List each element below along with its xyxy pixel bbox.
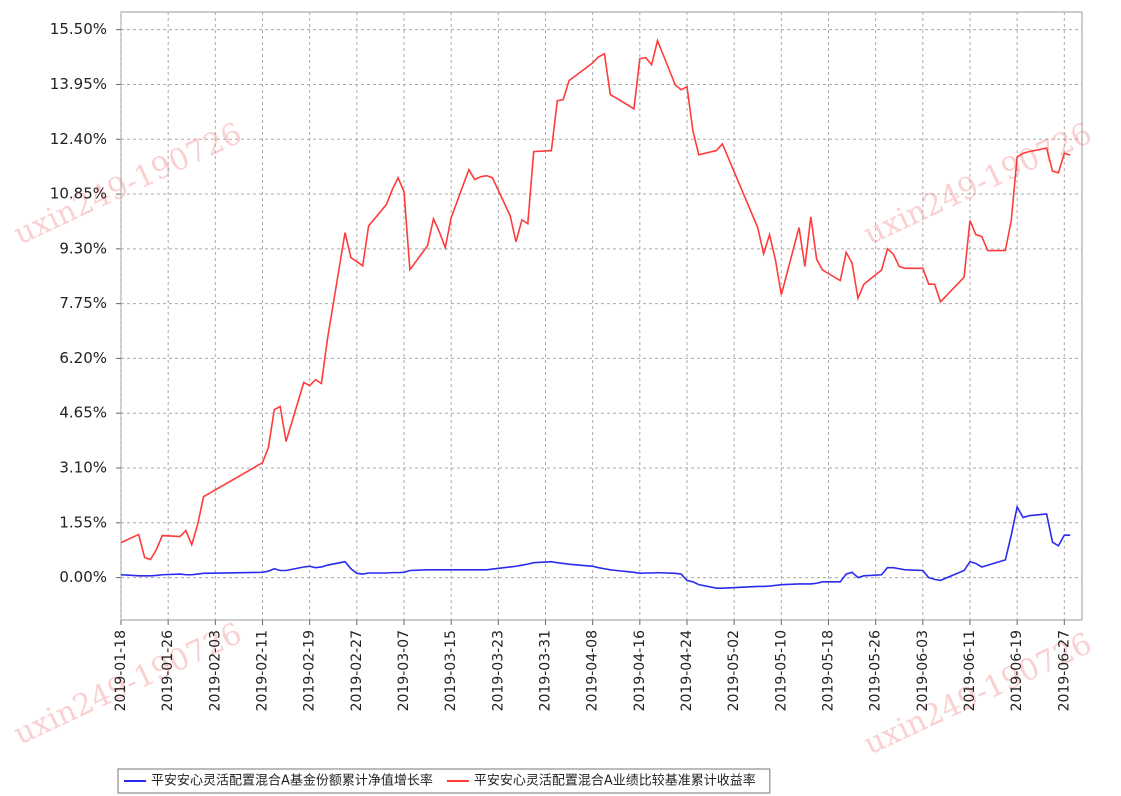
y-tick-label: 4.65% bbox=[59, 404, 107, 422]
legend-box bbox=[117, 768, 771, 794]
y-tick-label: 15.50% bbox=[50, 20, 107, 38]
x-tick-label: 2019-05-10 bbox=[773, 630, 789, 711]
x-tick-label: 2019-04-24 bbox=[679, 630, 695, 711]
x-tick-label: 2019-02-03 bbox=[207, 630, 223, 711]
x-tick-label: 2019-02-27 bbox=[349, 630, 365, 711]
x-tick-label: 2019-02-19 bbox=[302, 630, 318, 711]
x-tick-label: 2019-03-31 bbox=[537, 630, 553, 711]
x-tick-label: 2019-03-15 bbox=[443, 630, 459, 711]
series-line bbox=[120, 504, 1071, 589]
x-tick-label: 2019-01-26 bbox=[160, 630, 176, 711]
legend-label: 平安安心灵活配置混合A业绩比较基准累计收益率 bbox=[474, 773, 756, 789]
watermark: uxin249-190726 bbox=[9, 116, 248, 252]
x-tick-label: 2019-04-08 bbox=[585, 630, 601, 711]
series-line bbox=[120, 38, 1071, 561]
x-tick-label: 2019-06-03 bbox=[915, 630, 931, 711]
x-tick-label: 2019-03-07 bbox=[396, 630, 412, 711]
watermark: uxin249-190726 bbox=[859, 116, 1098, 252]
x-tick-label: 2019-03-23 bbox=[490, 630, 506, 711]
x-tick-label: 2019-01-18 bbox=[113, 630, 129, 711]
y-tick-label: 10.85% bbox=[50, 185, 107, 203]
x-tick-label: 2019-06-27 bbox=[1056, 630, 1072, 711]
y-tick-label: 9.30% bbox=[59, 239, 107, 257]
x-tick-label: 2019-06-11 bbox=[962, 630, 978, 711]
x-tick-label: 2019-05-18 bbox=[820, 630, 836, 711]
x-tick-label: 2019-05-02 bbox=[726, 630, 742, 711]
legend-label: 平安安心灵活配置混合A基金份额累计净值增长率 bbox=[151, 773, 433, 789]
y-tick-label: 13.95% bbox=[50, 75, 107, 93]
y-tick-label: 1.55% bbox=[59, 513, 107, 531]
y-tick-label: 12.40% bbox=[50, 130, 107, 148]
x-tick-label: 2019-06-19 bbox=[1009, 630, 1025, 711]
y-tick-label: 3.10% bbox=[59, 459, 107, 477]
y-tick-label: 7.75% bbox=[59, 294, 107, 312]
y-tick-label: 6.20% bbox=[59, 349, 107, 367]
x-tick-label: 2019-05-26 bbox=[868, 630, 884, 711]
plot-area bbox=[120, 11, 1083, 621]
legend: 平安安心灵活配置混合A基金份额累计净值增长率 平安安心灵活配置混合A业绩比较基准累… bbox=[117, 768, 771, 794]
y-tick-label: 0.00% bbox=[59, 568, 107, 586]
x-tick-label: 2019-04-16 bbox=[632, 630, 648, 711]
x-tick-label: 2019-02-11 bbox=[254, 630, 270, 711]
